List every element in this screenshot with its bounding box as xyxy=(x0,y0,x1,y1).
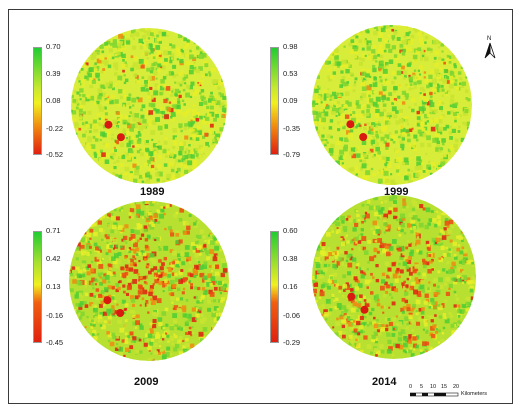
year-label-1999: 1999 xyxy=(384,186,409,198)
year-label-1989: 1989 xyxy=(140,186,165,198)
map-2009 xyxy=(69,201,229,361)
scale-value: 5 xyxy=(420,384,424,390)
legend-tick: -0.06 xyxy=(283,311,301,320)
map-2014 xyxy=(312,195,476,359)
scale-bar: 0 5 10 15 20 Kilometers xyxy=(409,384,527,404)
legend-tick: -0.52 xyxy=(46,150,64,159)
legend-colorbar xyxy=(33,231,42,343)
scale-value: 10 xyxy=(430,384,437,390)
legend-tick: 0.39 xyxy=(46,69,61,78)
legend-colorbar xyxy=(270,231,279,343)
year-label-2014: 2014 xyxy=(372,376,397,388)
north-arrow: N xyxy=(483,36,497,62)
scale-bar-graphic xyxy=(410,392,459,397)
legend-tick: 0.16 xyxy=(283,282,298,291)
legend-tick: 0.08 xyxy=(46,96,61,105)
scale-value: 20 xyxy=(453,384,460,390)
legend-tick: -0.29 xyxy=(283,338,301,347)
scale-value: 0 xyxy=(409,384,413,390)
legend-tick: 0.53 xyxy=(283,69,298,78)
map-1999 xyxy=(312,25,472,185)
legend-tick: -0.22 xyxy=(46,124,64,133)
legend-colorbar xyxy=(270,47,279,155)
legend-tick: 0.60 xyxy=(283,226,298,235)
figure-frame: 0.70 0.39 0.08 -0.22 -0.52 1989 0.98 0.5… xyxy=(8,9,513,404)
legend-tick: 0.09 xyxy=(283,96,298,105)
legend-tick: 0.71 xyxy=(46,226,61,235)
legend-tick: 0.42 xyxy=(46,254,61,263)
year-label-2009: 2009 xyxy=(134,376,159,388)
scale-unit: Kilometers xyxy=(461,391,487,397)
north-label: N xyxy=(487,36,492,42)
legend-tick: 0.70 xyxy=(46,42,61,51)
legend-tick: -0.35 xyxy=(283,124,301,133)
map-1989 xyxy=(71,28,227,184)
legend-tick: 0.98 xyxy=(283,42,298,51)
legend-colorbar xyxy=(33,47,42,155)
legend-tick: -0.45 xyxy=(46,338,64,347)
legend-tick: 0.13 xyxy=(46,282,61,291)
legend-tick: -0.79 xyxy=(283,150,301,159)
legend-tick: -0.16 xyxy=(46,311,64,320)
scale-value: 15 xyxy=(441,384,448,390)
legend-tick: 0.38 xyxy=(283,254,298,263)
north-arrow-icon xyxy=(484,42,496,59)
